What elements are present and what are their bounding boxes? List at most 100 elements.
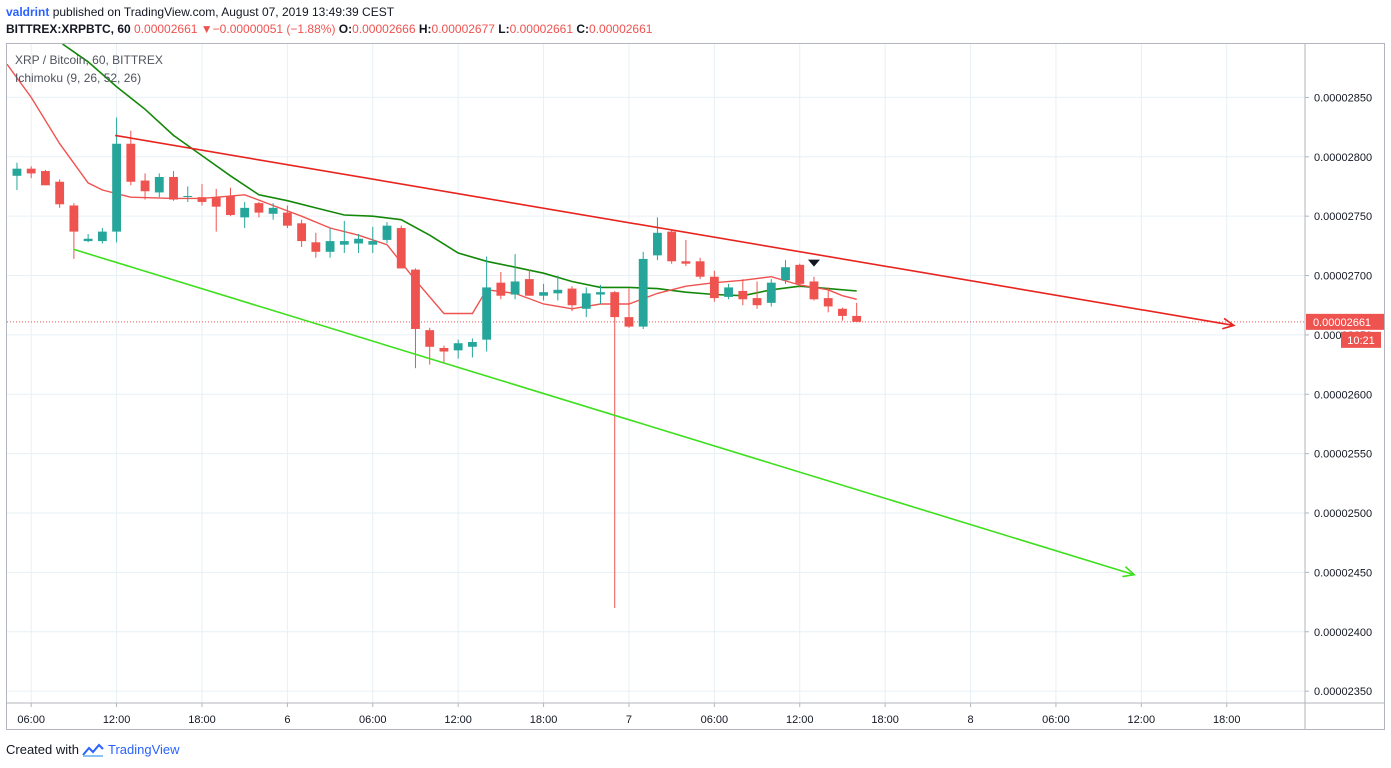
tradingview-logo-icon bbox=[82, 743, 104, 757]
support-trendline-arrowhead bbox=[1122, 566, 1136, 578]
candle-body bbox=[482, 287, 492, 340]
x-tick-label: 06:00 bbox=[1042, 714, 1070, 726]
candle-body bbox=[339, 241, 349, 245]
resistance-trendline-segment bbox=[115, 134, 1234, 327]
candle bbox=[126, 130, 136, 186]
candle bbox=[553, 275, 563, 301]
support-trendline bbox=[73, 248, 1136, 578]
candle bbox=[496, 271, 506, 300]
tradingview-brand[interactable]: TradingView bbox=[107, 742, 180, 757]
candle-body bbox=[282, 212, 292, 226]
x-tick-label: 06:00 bbox=[701, 714, 729, 726]
candle bbox=[439, 345, 449, 363]
candle bbox=[183, 186, 193, 202]
candle bbox=[738, 279, 748, 306]
signal-marker-icon bbox=[807, 259, 820, 267]
candle bbox=[539, 283, 548, 301]
candle-body bbox=[69, 205, 79, 232]
open-value: 0.00002666 bbox=[352, 22, 416, 36]
symbol-info: BITTREX:XRPBTC, 60 0.00002661 ▼−0.000000… bbox=[6, 22, 652, 36]
current-price-label: 0.00002661 bbox=[1313, 317, 1371, 329]
candle bbox=[724, 283, 733, 300]
candle-body bbox=[254, 203, 264, 213]
candle-body bbox=[311, 242, 321, 252]
candle bbox=[26, 166, 36, 179]
candle bbox=[838, 307, 847, 321]
candle-body bbox=[268, 207, 278, 214]
x-tick-label: 06:00 bbox=[359, 714, 387, 726]
x-tick-label: 06:00 bbox=[17, 714, 45, 726]
candle bbox=[396, 225, 406, 269]
candle bbox=[240, 201, 250, 229]
candle-body bbox=[709, 276, 719, 299]
candle-body bbox=[781, 267, 790, 281]
candle bbox=[382, 222, 392, 244]
y-tick-label: 0.00002600 bbox=[1314, 389, 1372, 401]
candle bbox=[766, 279, 776, 307]
candle-body bbox=[197, 197, 207, 202]
resistance-trendline-arrowhead bbox=[1222, 317, 1236, 330]
x-tick-label: 12:00 bbox=[103, 714, 131, 726]
candle bbox=[852, 302, 862, 322]
candle-body bbox=[823, 298, 833, 307]
x-tick-label: 18:00 bbox=[1213, 714, 1241, 726]
candle-body bbox=[411, 269, 420, 329]
x-tick-label: 12:00 bbox=[786, 714, 814, 726]
candle bbox=[567, 286, 577, 312]
last-price: 0.00002661 bbox=[134, 22, 198, 36]
candle-body bbox=[567, 288, 577, 306]
candle bbox=[795, 263, 805, 288]
candle bbox=[411, 268, 420, 369]
x-tick-label: 18:00 bbox=[530, 714, 558, 726]
candle bbox=[112, 117, 122, 243]
candle bbox=[681, 239, 691, 267]
candle bbox=[453, 339, 463, 359]
plot-area bbox=[7, 44, 1305, 609]
y-tick-label: 0.00002700 bbox=[1314, 271, 1372, 283]
candle-body bbox=[738, 290, 748, 300]
candle-body bbox=[83, 238, 93, 242]
candle-body bbox=[126, 143, 136, 182]
price-change: −0.00000051 (−1.88%) bbox=[212, 22, 336, 36]
candle-body bbox=[510, 281, 520, 295]
candle bbox=[41, 169, 50, 186]
candle-body bbox=[681, 261, 691, 264]
candle bbox=[97, 228, 107, 244]
candle bbox=[610, 290, 620, 609]
candle bbox=[325, 228, 335, 258]
candle-body bbox=[112, 143, 122, 232]
candle-body bbox=[539, 292, 548, 296]
candle bbox=[354, 233, 363, 253]
x-tick-label: 8 bbox=[967, 714, 973, 726]
candle bbox=[254, 201, 264, 218]
x-tick-label: 7 bbox=[626, 714, 632, 726]
indicator-legend[interactable]: Ichimoku (9, 26, 52, 26) bbox=[15, 71, 142, 85]
candle bbox=[268, 203, 278, 220]
candle-body bbox=[325, 241, 335, 252]
x-tick-label: 18:00 bbox=[188, 714, 216, 726]
candle-body bbox=[638, 258, 648, 327]
candle bbox=[823, 287, 833, 313]
candle-body bbox=[752, 298, 762, 306]
candle-body bbox=[382, 225, 392, 240]
published-text: published on TradingView.com, August 07,… bbox=[52, 5, 395, 19]
candle bbox=[339, 220, 349, 253]
candle-body bbox=[624, 317, 634, 327]
candle-body bbox=[354, 238, 363, 244]
candle bbox=[12, 162, 22, 191]
candle bbox=[169, 171, 178, 201]
y-tick-label: 0.00002400 bbox=[1314, 627, 1372, 639]
candle-body bbox=[838, 308, 847, 316]
candle-body bbox=[297, 223, 307, 242]
low-label: L: bbox=[498, 22, 510, 36]
candle-body bbox=[183, 195, 193, 197]
candle-body bbox=[610, 292, 620, 318]
candle bbox=[211, 188, 221, 232]
candle bbox=[510, 254, 520, 300]
y-tick-label: 0.00002500 bbox=[1314, 508, 1372, 520]
candle bbox=[197, 184, 207, 206]
author-name[interactable]: valdrint bbox=[6, 5, 50, 19]
pair-legend[interactable]: XRP / Bitcoin, 60, BITTREX bbox=[15, 53, 163, 67]
resistance-trendline bbox=[115, 134, 1236, 330]
